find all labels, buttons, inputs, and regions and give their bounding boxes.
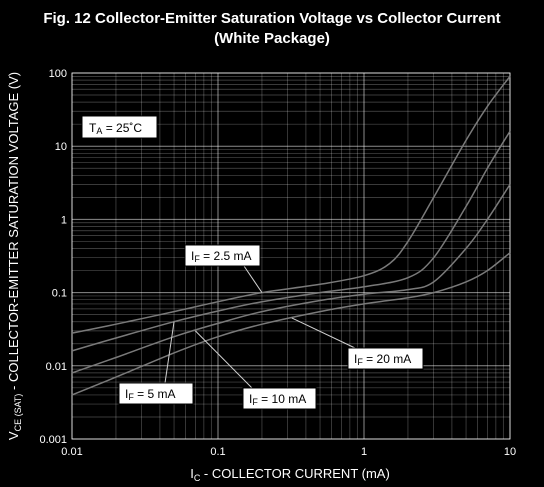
chart-title-line1: Fig. 12 Collector-Emitter Saturation Vol… xyxy=(43,10,501,27)
ta-annotation-box xyxy=(81,115,158,139)
series-line xyxy=(71,184,511,374)
x-tick-label: 0.1 xyxy=(210,446,225,458)
y-tick-label: 100 xyxy=(49,68,67,80)
x-tick-label: 1 xyxy=(361,446,367,458)
y-tick-label: 10 xyxy=(55,141,67,153)
ta-annotation-text: TA = 25˚C xyxy=(89,121,142,136)
series-label-box xyxy=(347,347,424,370)
plot-frame xyxy=(71,72,511,440)
series-label-if-5: IF = 5 mA xyxy=(118,382,194,405)
series-label-box xyxy=(242,387,317,410)
series-label-text: IF = 5 mA xyxy=(125,387,176,402)
series-line xyxy=(71,252,511,396)
leader-lines xyxy=(164,265,356,389)
series-label-if-2-5: IF = 2.5 mA xyxy=(184,244,261,267)
x-axis-label: IC - COLLECTOR CURRENT (mA) xyxy=(190,466,390,483)
series-label-text: IF = 10 mA xyxy=(249,392,306,407)
leader-line xyxy=(243,265,263,293)
series-line xyxy=(71,75,511,334)
series-label-text: IF = 20 mA xyxy=(354,352,411,367)
y-tick-label: 0.001 xyxy=(39,434,67,446)
series-label-box xyxy=(118,382,194,405)
series-label-if-10: IF = 10 mA xyxy=(242,387,317,410)
y-tick-label: 0.1 xyxy=(52,288,67,300)
series-label-box xyxy=(184,244,261,267)
y-tick-label: 1 xyxy=(61,214,67,226)
ta-annotation: TA = 25˚C xyxy=(81,115,158,139)
y-tick-label: 0.01 xyxy=(46,361,67,373)
series-label-if-20: IF = 20 mA xyxy=(347,347,424,370)
series-line xyxy=(71,130,511,352)
y-axis-label: VCE (SAT) - COLLECTOR-EMITTER SATURATION… xyxy=(6,72,23,440)
series-label-text: IF = 2.5 mA xyxy=(191,249,252,264)
chart-title-line2: (White Package) xyxy=(214,30,330,47)
leader-line xyxy=(164,321,175,384)
x-tick-label: 10 xyxy=(504,446,516,458)
leader-line xyxy=(291,317,356,349)
leader-line xyxy=(195,330,253,389)
x-tick-label: 0.01 xyxy=(61,446,82,458)
grid xyxy=(71,72,511,440)
